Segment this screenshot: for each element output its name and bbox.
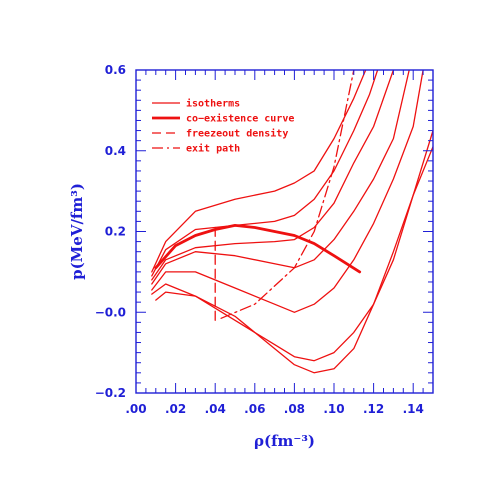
x-axis-label: ρ(fm⁻³) [254, 432, 315, 450]
series-solid-6 [155, 146, 433, 374]
legend-label: co−existence curve [186, 113, 294, 125]
series-solid-3 [151, 70, 410, 285]
x-tick-label: .00 [125, 402, 146, 416]
legend-label: exit path [186, 143, 240, 155]
legend-label: isotherms [186, 98, 240, 110]
tick-marks-layer [135, 69, 434, 394]
series-solid-4 [151, 70, 424, 313]
tick-labels-layer: .00 .02 .04 .06 .08 .10 .12 .14 −0.2 −0.0 0.2 0.4 0.… [95, 63, 424, 416]
x-tick-label: .10 [323, 402, 344, 416]
legend-label: freezeout density [186, 128, 288, 140]
y-tick-label: 0.6 [105, 63, 126, 77]
x-tick-label: .04 [205, 402, 226, 416]
series-solid-2 [151, 70, 395, 281]
series-solid-0 [151, 70, 367, 273]
x-tick-label: .02 [165, 402, 186, 416]
y-tick-label: −0.2 [95, 386, 126, 400]
y-axis-label: p(MeV/fm³) [68, 183, 86, 280]
series-solid-5 [151, 129, 433, 362]
y-tick-label: −0.0 [95, 305, 126, 319]
series-thick-7 [154, 224, 362, 274]
x-tick-label: .14 [403, 402, 424, 416]
legend: isotherms co−existence curve freezeout den… [152, 98, 294, 155]
series-dashdot-9 [220, 70, 355, 319]
x-tick-label: .12 [363, 402, 384, 416]
y-tick-label: 0.4 [105, 144, 126, 158]
y-tick-label: 0.2 [105, 225, 126, 239]
isotherm-lines-layer [151, 70, 433, 374]
x-tick-label: .06 [244, 402, 265, 416]
series-solid-1 [151, 70, 379, 277]
x-tick-label: .08 [284, 402, 305, 416]
